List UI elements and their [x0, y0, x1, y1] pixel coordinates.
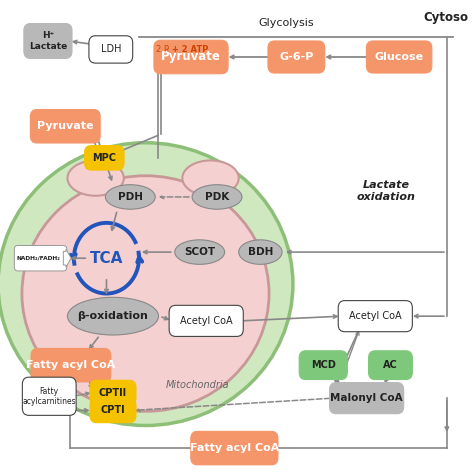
Text: Glucose: Glucose	[374, 52, 424, 62]
Text: Glycolysis: Glycolysis	[259, 18, 314, 27]
Text: + 2 ATP: + 2 ATP	[169, 45, 208, 54]
FancyBboxPatch shape	[24, 24, 72, 58]
FancyBboxPatch shape	[30, 109, 100, 143]
Text: Acetyl CoA: Acetyl CoA	[349, 311, 401, 321]
Ellipse shape	[192, 185, 242, 209]
FancyBboxPatch shape	[89, 36, 133, 63]
FancyBboxPatch shape	[22, 377, 76, 415]
Text: Fatty acyl CoA: Fatty acyl CoA	[190, 443, 279, 453]
Ellipse shape	[182, 160, 239, 196]
Text: CPTII: CPTII	[99, 388, 127, 398]
FancyBboxPatch shape	[90, 398, 136, 423]
Text: PDH: PDH	[118, 192, 143, 202]
FancyBboxPatch shape	[369, 351, 412, 380]
Text: AC: AC	[383, 360, 398, 370]
FancyBboxPatch shape	[268, 41, 325, 73]
Text: MPC: MPC	[92, 153, 116, 163]
FancyBboxPatch shape	[338, 301, 412, 332]
Text: H⁺
Lactate: H⁺ Lactate	[29, 31, 67, 51]
Text: PDK: PDK	[205, 192, 229, 202]
FancyBboxPatch shape	[299, 351, 347, 380]
Text: G-6-P: G-6-P	[279, 52, 314, 62]
Text: NADH₂/FADH₂: NADH₂/FADH₂	[17, 255, 60, 261]
Text: Mitochondria: Mitochondria	[166, 381, 229, 391]
Text: Fatty
acylcarnitines: Fatty acylcarnitines	[22, 387, 76, 406]
Text: Cytoso: Cytoso	[423, 11, 468, 24]
FancyBboxPatch shape	[154, 40, 228, 74]
FancyBboxPatch shape	[84, 146, 124, 170]
Ellipse shape	[67, 297, 158, 335]
Text: i: i	[166, 48, 168, 54]
FancyBboxPatch shape	[329, 383, 404, 414]
Text: Pyruvate: Pyruvate	[161, 51, 221, 64]
Ellipse shape	[175, 240, 225, 264]
Text: BDH: BDH	[248, 247, 273, 257]
FancyBboxPatch shape	[169, 305, 243, 337]
Text: Lactate
oxidation: Lactate oxidation	[356, 180, 416, 201]
Ellipse shape	[239, 240, 282, 264]
Ellipse shape	[105, 185, 155, 209]
FancyBboxPatch shape	[90, 380, 136, 405]
Text: Fatty acyl CoA: Fatty acyl CoA	[26, 360, 116, 370]
Text: TCA: TCA	[90, 251, 123, 266]
FancyArrow shape	[64, 249, 71, 267]
Text: 2 P: 2 P	[156, 45, 169, 54]
Text: CPTI: CPTI	[100, 405, 125, 415]
Text: MCD: MCD	[311, 360, 336, 370]
FancyBboxPatch shape	[14, 246, 67, 271]
FancyBboxPatch shape	[366, 41, 432, 73]
Text: Malonyl CoA: Malonyl CoA	[330, 393, 403, 403]
Text: Pyruvate: Pyruvate	[37, 121, 93, 131]
Text: SCOT: SCOT	[184, 247, 215, 257]
Ellipse shape	[22, 176, 269, 411]
Text: Acetyl CoA: Acetyl CoA	[180, 316, 233, 326]
Ellipse shape	[0, 143, 293, 426]
FancyBboxPatch shape	[191, 431, 278, 465]
Text: LDH: LDH	[100, 45, 121, 55]
Ellipse shape	[67, 160, 124, 196]
Text: β-oxidation: β-oxidation	[78, 311, 148, 321]
FancyBboxPatch shape	[31, 348, 111, 382]
